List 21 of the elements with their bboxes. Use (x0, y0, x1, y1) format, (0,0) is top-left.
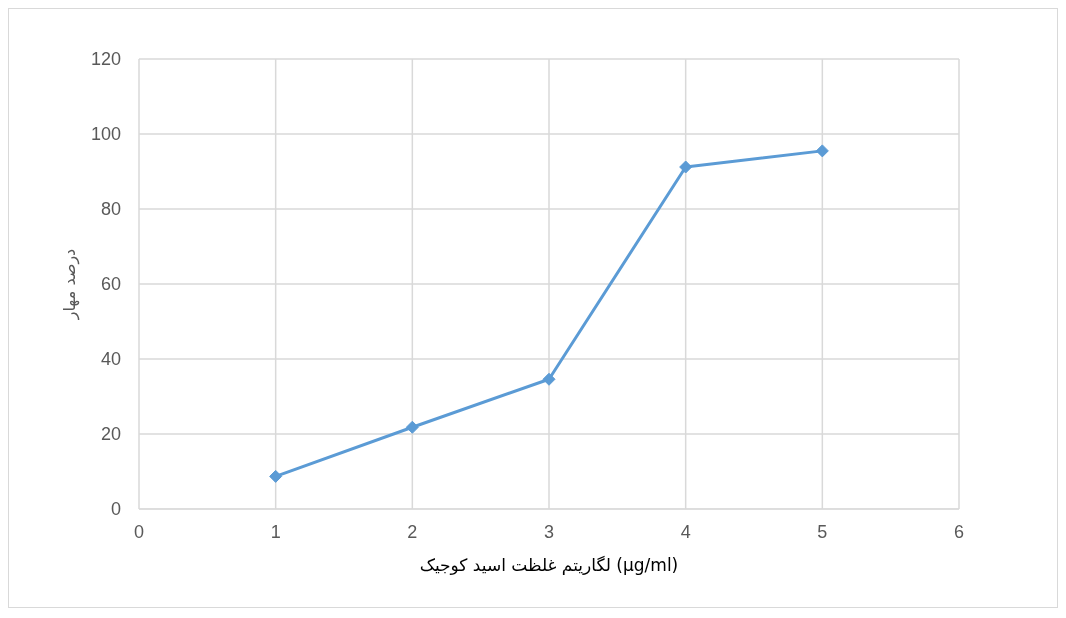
x-axis-title: لگاریتم غلظت اسید کوجیک (µg/ml) (419, 555, 679, 576)
y-tick-label: 60 (100, 274, 121, 295)
y-tick-label: 100 (90, 124, 121, 145)
x-tick-label: 4 (680, 521, 691, 542)
y-tick-label: 20 (100, 424, 121, 445)
x-tick-label: 3 (543, 521, 555, 542)
y-tick-label: 0 (110, 499, 121, 520)
y-tick-label: 120 (90, 49, 121, 70)
point (815, 144, 829, 158)
point (542, 372, 556, 386)
x-tick-label: 5 (817, 521, 828, 542)
y-tick-label: 40 (100, 349, 121, 370)
x-tick-label: 2 (407, 521, 418, 542)
point (405, 420, 419, 434)
y-axis-title: درصد مهار (59, 248, 80, 321)
x-tick-label: 0 (133, 521, 145, 542)
point (269, 469, 283, 483)
x-tick-label: 6 (953, 521, 965, 542)
point (679, 160, 693, 174)
y-tick-label: 80 (100, 199, 121, 220)
x-tick-label: 1 (270, 521, 281, 542)
